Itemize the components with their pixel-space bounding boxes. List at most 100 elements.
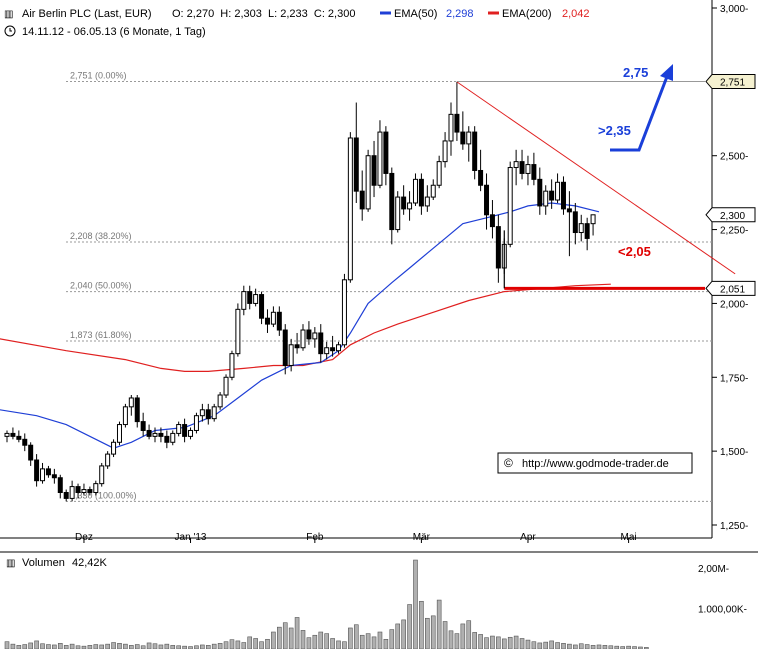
candle-32 (193, 412, 199, 434)
volume-bar-80 (478, 634, 483, 649)
candle-body-56 (336, 344, 342, 352)
candle-body-40 (241, 291, 247, 310)
candle-body-4 (28, 444, 34, 461)
candle-body-72 (430, 184, 436, 198)
candle-body-9 (57, 477, 63, 494)
y-tick-label-6: 1,500- (720, 447, 748, 458)
volume-bar-82 (490, 635, 495, 649)
candle-body-81 (484, 184, 490, 216)
candle-26 (158, 427, 164, 443)
candle-96 (572, 202, 578, 245)
volume-bar-27 (164, 643, 170, 649)
candle-3 (22, 433, 28, 452)
candle-20 (122, 403, 128, 428)
candle-body-22 (134, 397, 140, 423)
candle-body-94 (560, 181, 566, 210)
candle-body-37 (223, 376, 229, 396)
volume-bar-54 (324, 633, 329, 649)
candle-40 (241, 285, 247, 316)
candle-body-82 (489, 214, 495, 228)
volume-bar-3 (22, 644, 28, 649)
candle-body-55 (330, 347, 336, 352)
candle-body-87 (519, 161, 525, 174)
date-range: 14.11.12 - 06.05.13 (6 Monate, 1 Tag) (22, 26, 206, 38)
volume-bar-31 (188, 646, 193, 649)
candle-16 (99, 462, 105, 487)
volume-bar-44 (265, 638, 270, 649)
candle-87 (519, 149, 525, 180)
candle-body-85 (507, 167, 513, 245)
candle-29 (176, 421, 182, 437)
candle-body-50 (300, 329, 306, 349)
candle-body-67 (401, 196, 407, 210)
candle-19 (116, 421, 122, 446)
volume-bar-78 (466, 620, 472, 649)
volume-bar-108 (644, 647, 649, 649)
stop-205-label: <2,05 (618, 244, 651, 259)
volume-bar-67 (401, 619, 406, 649)
volume-bar-41 (247, 636, 253, 649)
candle-body-95 (566, 208, 572, 213)
candle-body-73 (436, 161, 442, 186)
candle-30 (182, 418, 188, 443)
candle-body-34 (205, 409, 211, 420)
resistance-trendline (456, 81, 736, 275)
volume-bar-14 (87, 645, 93, 649)
candle-body-66 (395, 196, 401, 231)
candle-67 (401, 185, 407, 215)
candle-body-7 (45, 468, 51, 476)
x-tick-label-1: Jan '13 (175, 532, 207, 543)
candle-body-29 (176, 424, 182, 434)
volume-bar-6 (40, 643, 45, 649)
candle-body-49 (294, 344, 300, 349)
candle-13 (81, 483, 87, 496)
candle-8 (51, 468, 57, 484)
volume-bar-101 (602, 645, 608, 649)
candle-42 (253, 288, 259, 307)
candle-33 (199, 403, 205, 422)
candle-body-86 (513, 161, 519, 169)
x-tick-label-0: Dez (75, 532, 93, 543)
candle-47 (282, 324, 288, 375)
fib-label-2: 2,040 (50.00%) (70, 281, 132, 291)
volume-bar-70 (419, 600, 424, 649)
candle-body-21 (128, 397, 134, 408)
candle-88 (525, 155, 531, 186)
candle-body-99 (590, 214, 596, 225)
volume-bar-42 (253, 638, 258, 649)
candle-35 (211, 403, 217, 422)
volume-bar-66 (395, 623, 401, 649)
candle-94 (560, 176, 566, 215)
volume-bar-58 (348, 627, 353, 649)
candle-body-28 (170, 432, 176, 443)
volume-bar-71 (425, 617, 430, 649)
candle-11 (69, 480, 75, 502)
y-tick-label-7: 1,250- (720, 521, 748, 532)
volume-bar-21 (129, 645, 134, 649)
volume-tick-label-1: 1.000,00K- (698, 605, 747, 616)
candle-body-8 (51, 474, 57, 479)
volume-bar-95 (567, 643, 572, 649)
candle-body-71 (424, 196, 430, 207)
price-tag-label-1: 2,300 (720, 211, 745, 222)
volume-bar-79 (472, 632, 477, 649)
candle-body-45 (270, 311, 276, 325)
candle-body-64 (383, 131, 389, 174)
watermark-box: © http://www.godmode-trader.de (497, 452, 693, 474)
candle-39 (235, 303, 241, 357)
volume-bar-7 (46, 644, 51, 649)
candle-21 (128, 395, 134, 416)
volume-bar-107 (638, 646, 643, 649)
volume-bar-0 (4, 641, 10, 649)
time-axis: Dez Jan '13 Feb Mär Apr Mai (75, 532, 637, 543)
volume-bar-86 (513, 635, 519, 649)
volume-bar-89 (531, 641, 537, 649)
candle-25 (152, 427, 158, 443)
candle-6 (40, 462, 46, 484)
volume-bar-17 (105, 643, 110, 649)
volume-bar-28 (170, 645, 176, 649)
candle-body-32 (193, 415, 199, 431)
candle-24 (146, 424, 152, 440)
annotations: 2,75 >2,35 <2,05 (598, 64, 673, 259)
candle-89 (531, 152, 537, 186)
